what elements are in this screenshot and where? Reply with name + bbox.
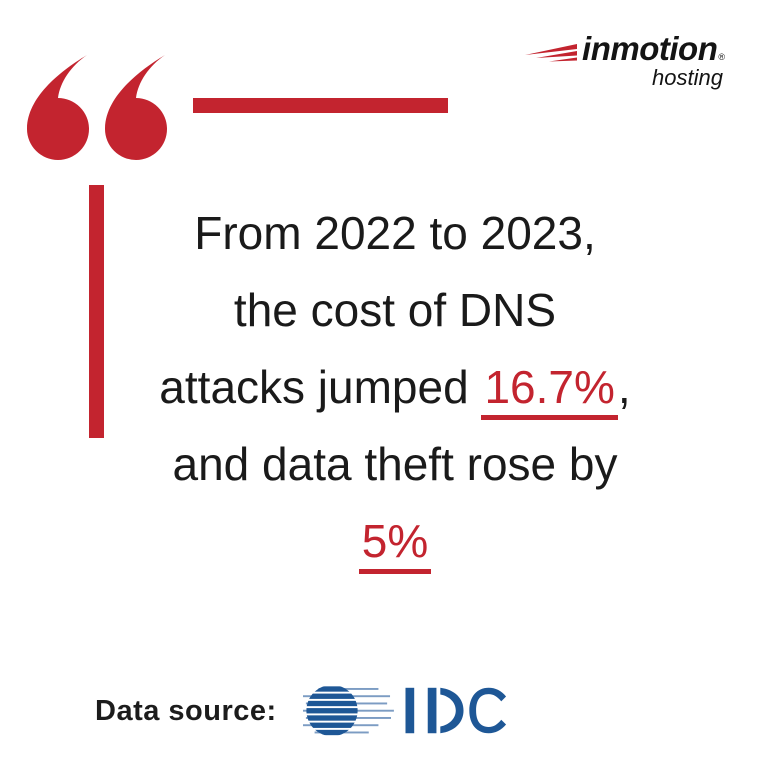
idc-letters — [405, 687, 506, 734]
quote-line-5: 5% — [90, 503, 700, 580]
quote-line-3-suffix: , — [617, 361, 631, 413]
idc-logo: IDC — [302, 686, 506, 736]
idc-globe-icon — [306, 686, 358, 736]
quote-text: From 2022 to 2023, the cost of DNS attac… — [90, 195, 700, 580]
stat-dns-attack-cost-increase: 16.7% — [481, 361, 618, 420]
brand-subbrand: hosting — [652, 65, 723, 90]
quote-line-1: From 2022 to 2023, — [194, 207, 596, 259]
quote-line-3: attacks jumped 16.7%, — [90, 349, 700, 426]
brand-wordmark: inmotion — [582, 30, 718, 67]
quote-line-2: the cost of DNS — [233, 284, 557, 336]
inmotion-hosting-logo: inmotion ® hosting — [525, 32, 725, 89]
stat-data-theft-increase: 5% — [358, 515, 432, 574]
data-source-label: Data source: — [95, 694, 277, 727]
speed-swoosh-icon — [525, 44, 578, 62]
brand-wordmark-block: inmotion ® hosting — [582, 32, 725, 89]
horizontal-accent-bar — [193, 98, 448, 113]
vertical-accent-bar — [89, 185, 104, 438]
quote-line-3-prefix: attacks jumped — [159, 361, 482, 413]
registered-trademark-symbol: ® — [718, 52, 725, 62]
quote-line-4: and data theft rose by — [172, 438, 618, 490]
data-source: Data source: IDC — [95, 682, 508, 740]
open-quote-icon — [27, 55, 167, 160]
